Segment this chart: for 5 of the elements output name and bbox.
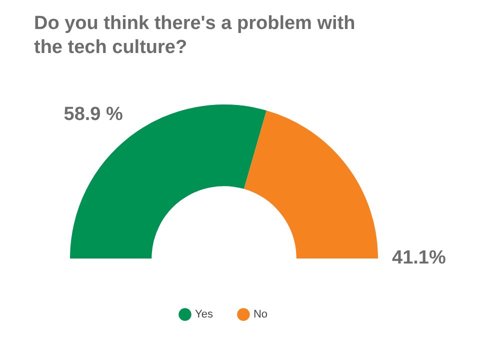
chart-title: Do you think there's a problem with the tech culture?: [34, 12, 356, 60]
legend-label: No: [253, 308, 268, 321]
legend-label: Yes: [194, 308, 214, 321]
data-label: 41.1%: [392, 248, 446, 269]
data-label: 58.9 %: [64, 104, 124, 126]
